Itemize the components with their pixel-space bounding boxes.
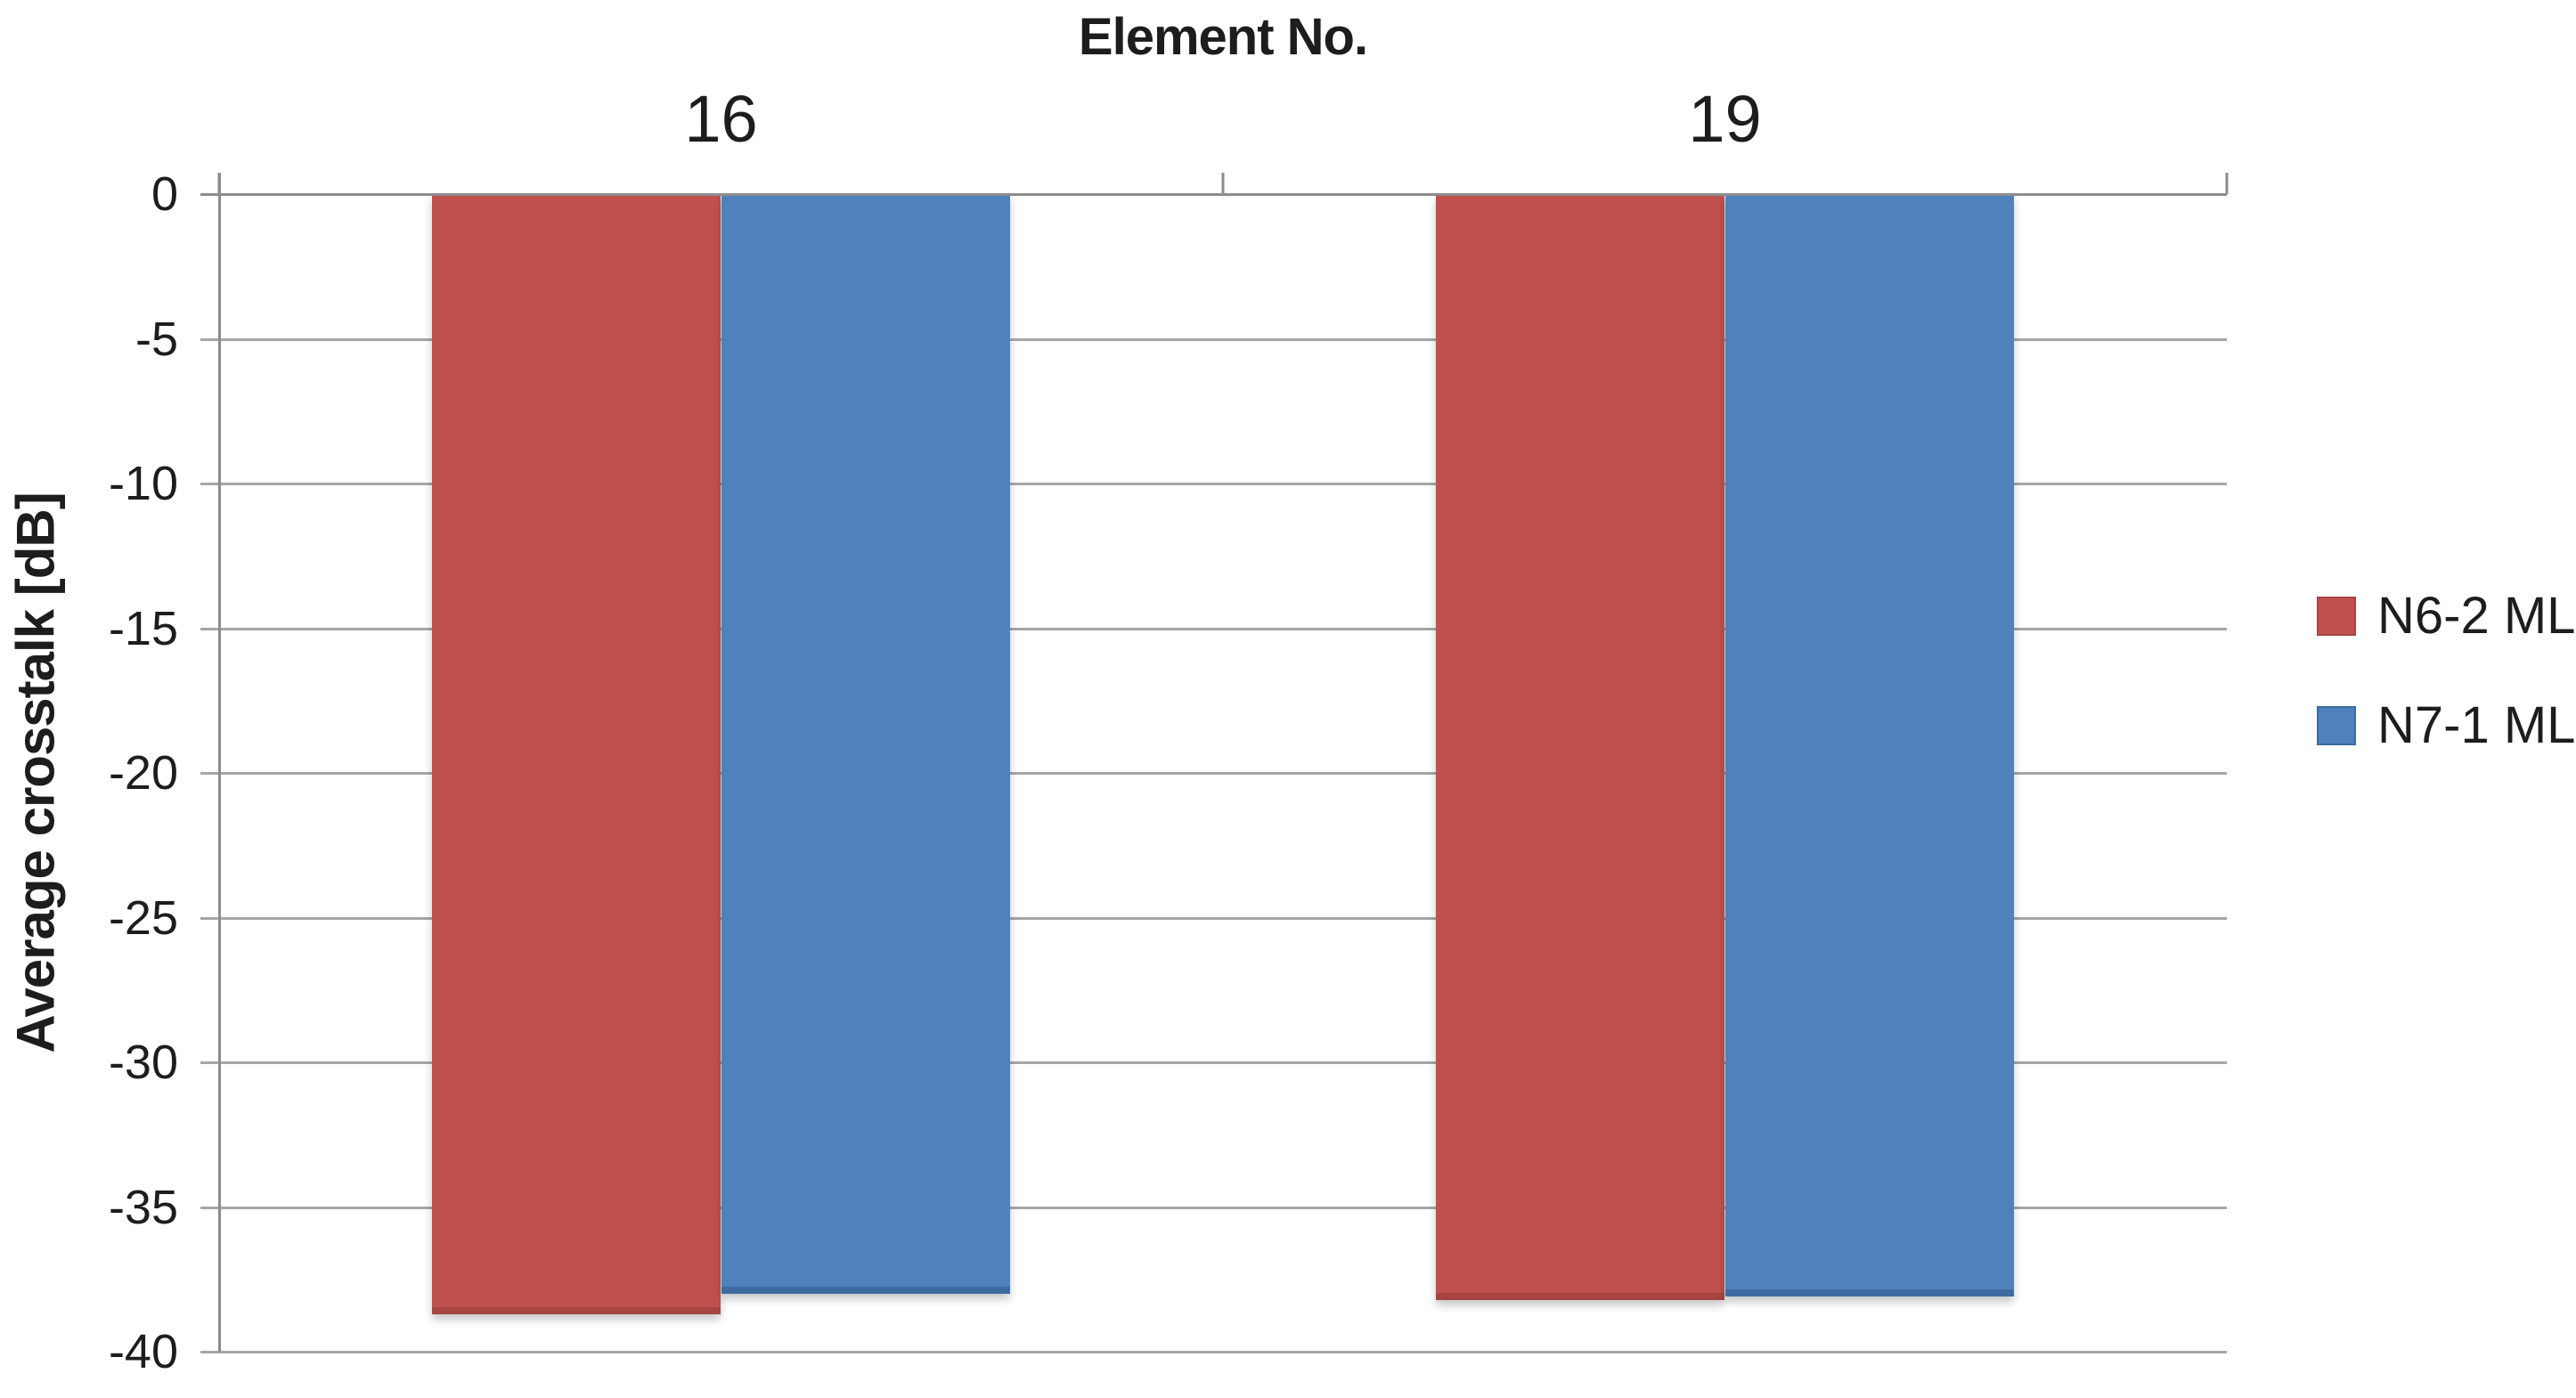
- y-tick-label: -35: [108, 1180, 178, 1234]
- bar-n7-1-ml-cat-19: [1724, 194, 2014, 1296]
- legend-item: N6-2 ML: [2317, 586, 2575, 646]
- y-tick-label: -5: [135, 312, 178, 366]
- y-tick-label: -30: [108, 1036, 178, 1089]
- category-axis-line: [200, 193, 2227, 196]
- bar-n6-2-ml-cat-19: [1436, 194, 1725, 1300]
- gridline: [200, 1061, 2227, 1064]
- category-label: 16: [684, 82, 758, 156]
- y-tick-label: -15: [108, 601, 178, 655]
- gridline: [200, 772, 2227, 775]
- legend-item: N7-1 ML: [2317, 695, 2575, 755]
- legend: N6-2 ML N7-1 ML: [2317, 586, 2575, 755]
- plot-area: [200, 173, 2229, 1353]
- legend-label: N6-2 ML: [2377, 587, 2576, 645]
- category-axis-tick: [1221, 173, 1225, 194]
- gridline: [200, 916, 2227, 920]
- y-tick-label: 0: [151, 167, 178, 221]
- bar-n7-1-ml-cat-16: [721, 194, 1010, 1294]
- gridline: [200, 627, 2227, 630]
- category-label: 19: [1688, 82, 1762, 156]
- y-tick-label: -20: [108, 746, 178, 800]
- y-tick-label: -10: [108, 457, 178, 510]
- y-axis-tick-labels: 0 -5 -10 -15 -20 -25 -30 -35 -40: [0, 167, 178, 1378]
- gridline: [200, 337, 2227, 341]
- gridline: [200, 483, 2227, 485]
- category-axis-tick: [2225, 173, 2229, 194]
- category-axis-tick: [217, 173, 221, 194]
- legend-swatch: [2317, 705, 2356, 745]
- gridline: [200, 1351, 2227, 1353]
- chart-title: Element No.: [1078, 8, 1368, 66]
- legend-swatch: [2317, 596, 2356, 636]
- legend-label: N7-1 ML: [2377, 696, 2576, 754]
- y-axis-line: [218, 173, 221, 1352]
- category-labels: 16 19: [219, 73, 2227, 166]
- bar-n6-2-ml-cat-16: [432, 194, 721, 1314]
- gridline: [200, 1206, 2227, 1209]
- y-tick-label: -25: [108, 890, 178, 945]
- y-tick-label: -40: [108, 1325, 178, 1378]
